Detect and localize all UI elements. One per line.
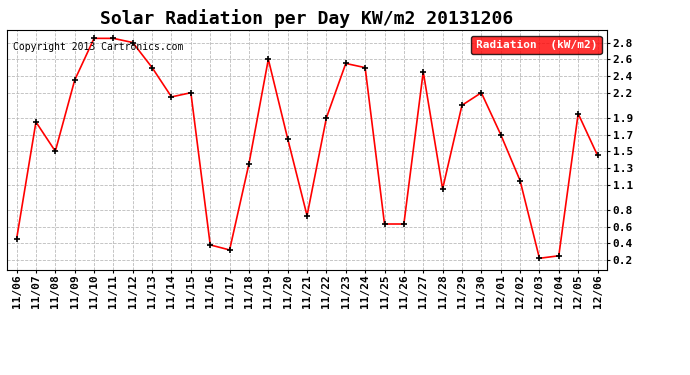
Legend: Radiation  (kW/m2): Radiation (kW/m2) <box>471 36 602 54</box>
Text: Copyright 2013 Cartronics.com: Copyright 2013 Cartronics.com <box>13 42 184 52</box>
Title: Solar Radiation per Day KW/m2 20131206: Solar Radiation per Day KW/m2 20131206 <box>101 9 513 28</box>
